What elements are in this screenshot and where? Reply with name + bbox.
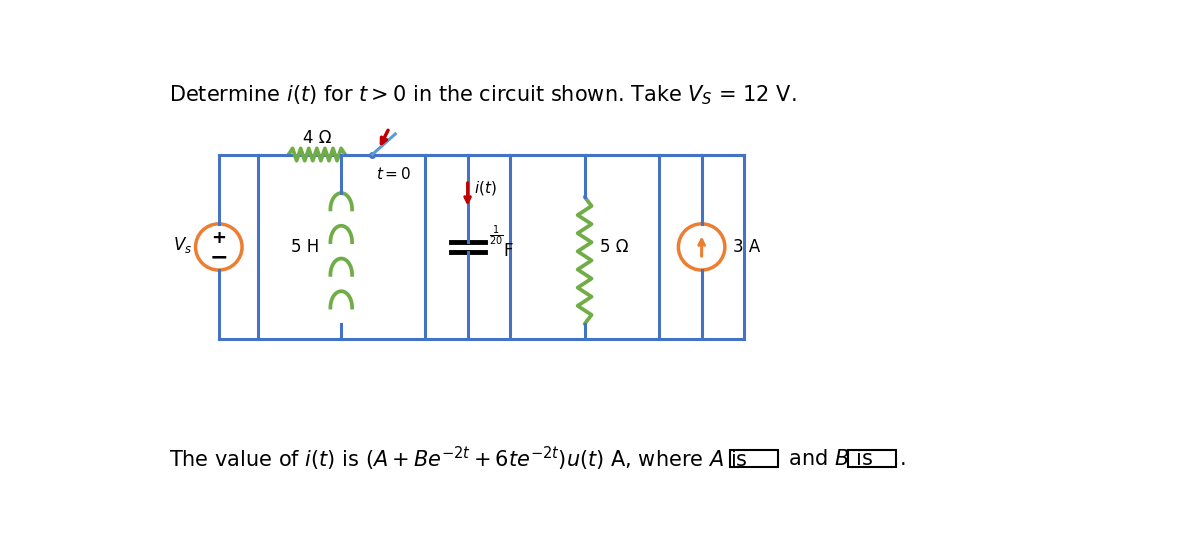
Text: and $B$ is: and $B$ is bbox=[782, 449, 873, 469]
Text: The value of $i(t)$ is $(A + Be^{-2t} + 6te^{-2t})u(t)$ A, where $A$ is: The value of $i(t)$ is $(A + Be^{-2t} + … bbox=[169, 444, 748, 473]
Text: +: + bbox=[211, 229, 227, 248]
Text: $V_s$: $V_s$ bbox=[173, 235, 192, 255]
Text: Determine $i(t)$ for $t > 0$ in the circuit shown. Take $V_S$ = 12 V.: Determine $i(t)$ for $t > 0$ in the circ… bbox=[169, 83, 796, 107]
Text: 5 Ω: 5 Ω bbox=[601, 238, 629, 256]
Text: 4 Ω: 4 Ω bbox=[302, 129, 332, 147]
Text: $t = 0$: $t = 0$ bbox=[376, 166, 412, 182]
Text: −: − bbox=[210, 247, 228, 267]
Text: $\frac{1}{20}$: $\frac{1}{20}$ bbox=[490, 224, 504, 249]
Text: F: F bbox=[503, 242, 513, 260]
Bar bbox=[730, 450, 779, 467]
Text: 3 A: 3 A bbox=[733, 238, 760, 256]
Text: 5 H: 5 H bbox=[291, 238, 320, 256]
Text: .: . bbox=[899, 449, 906, 469]
Bar bbox=[848, 450, 896, 467]
Text: $i(t)$: $i(t)$ bbox=[474, 179, 497, 197]
